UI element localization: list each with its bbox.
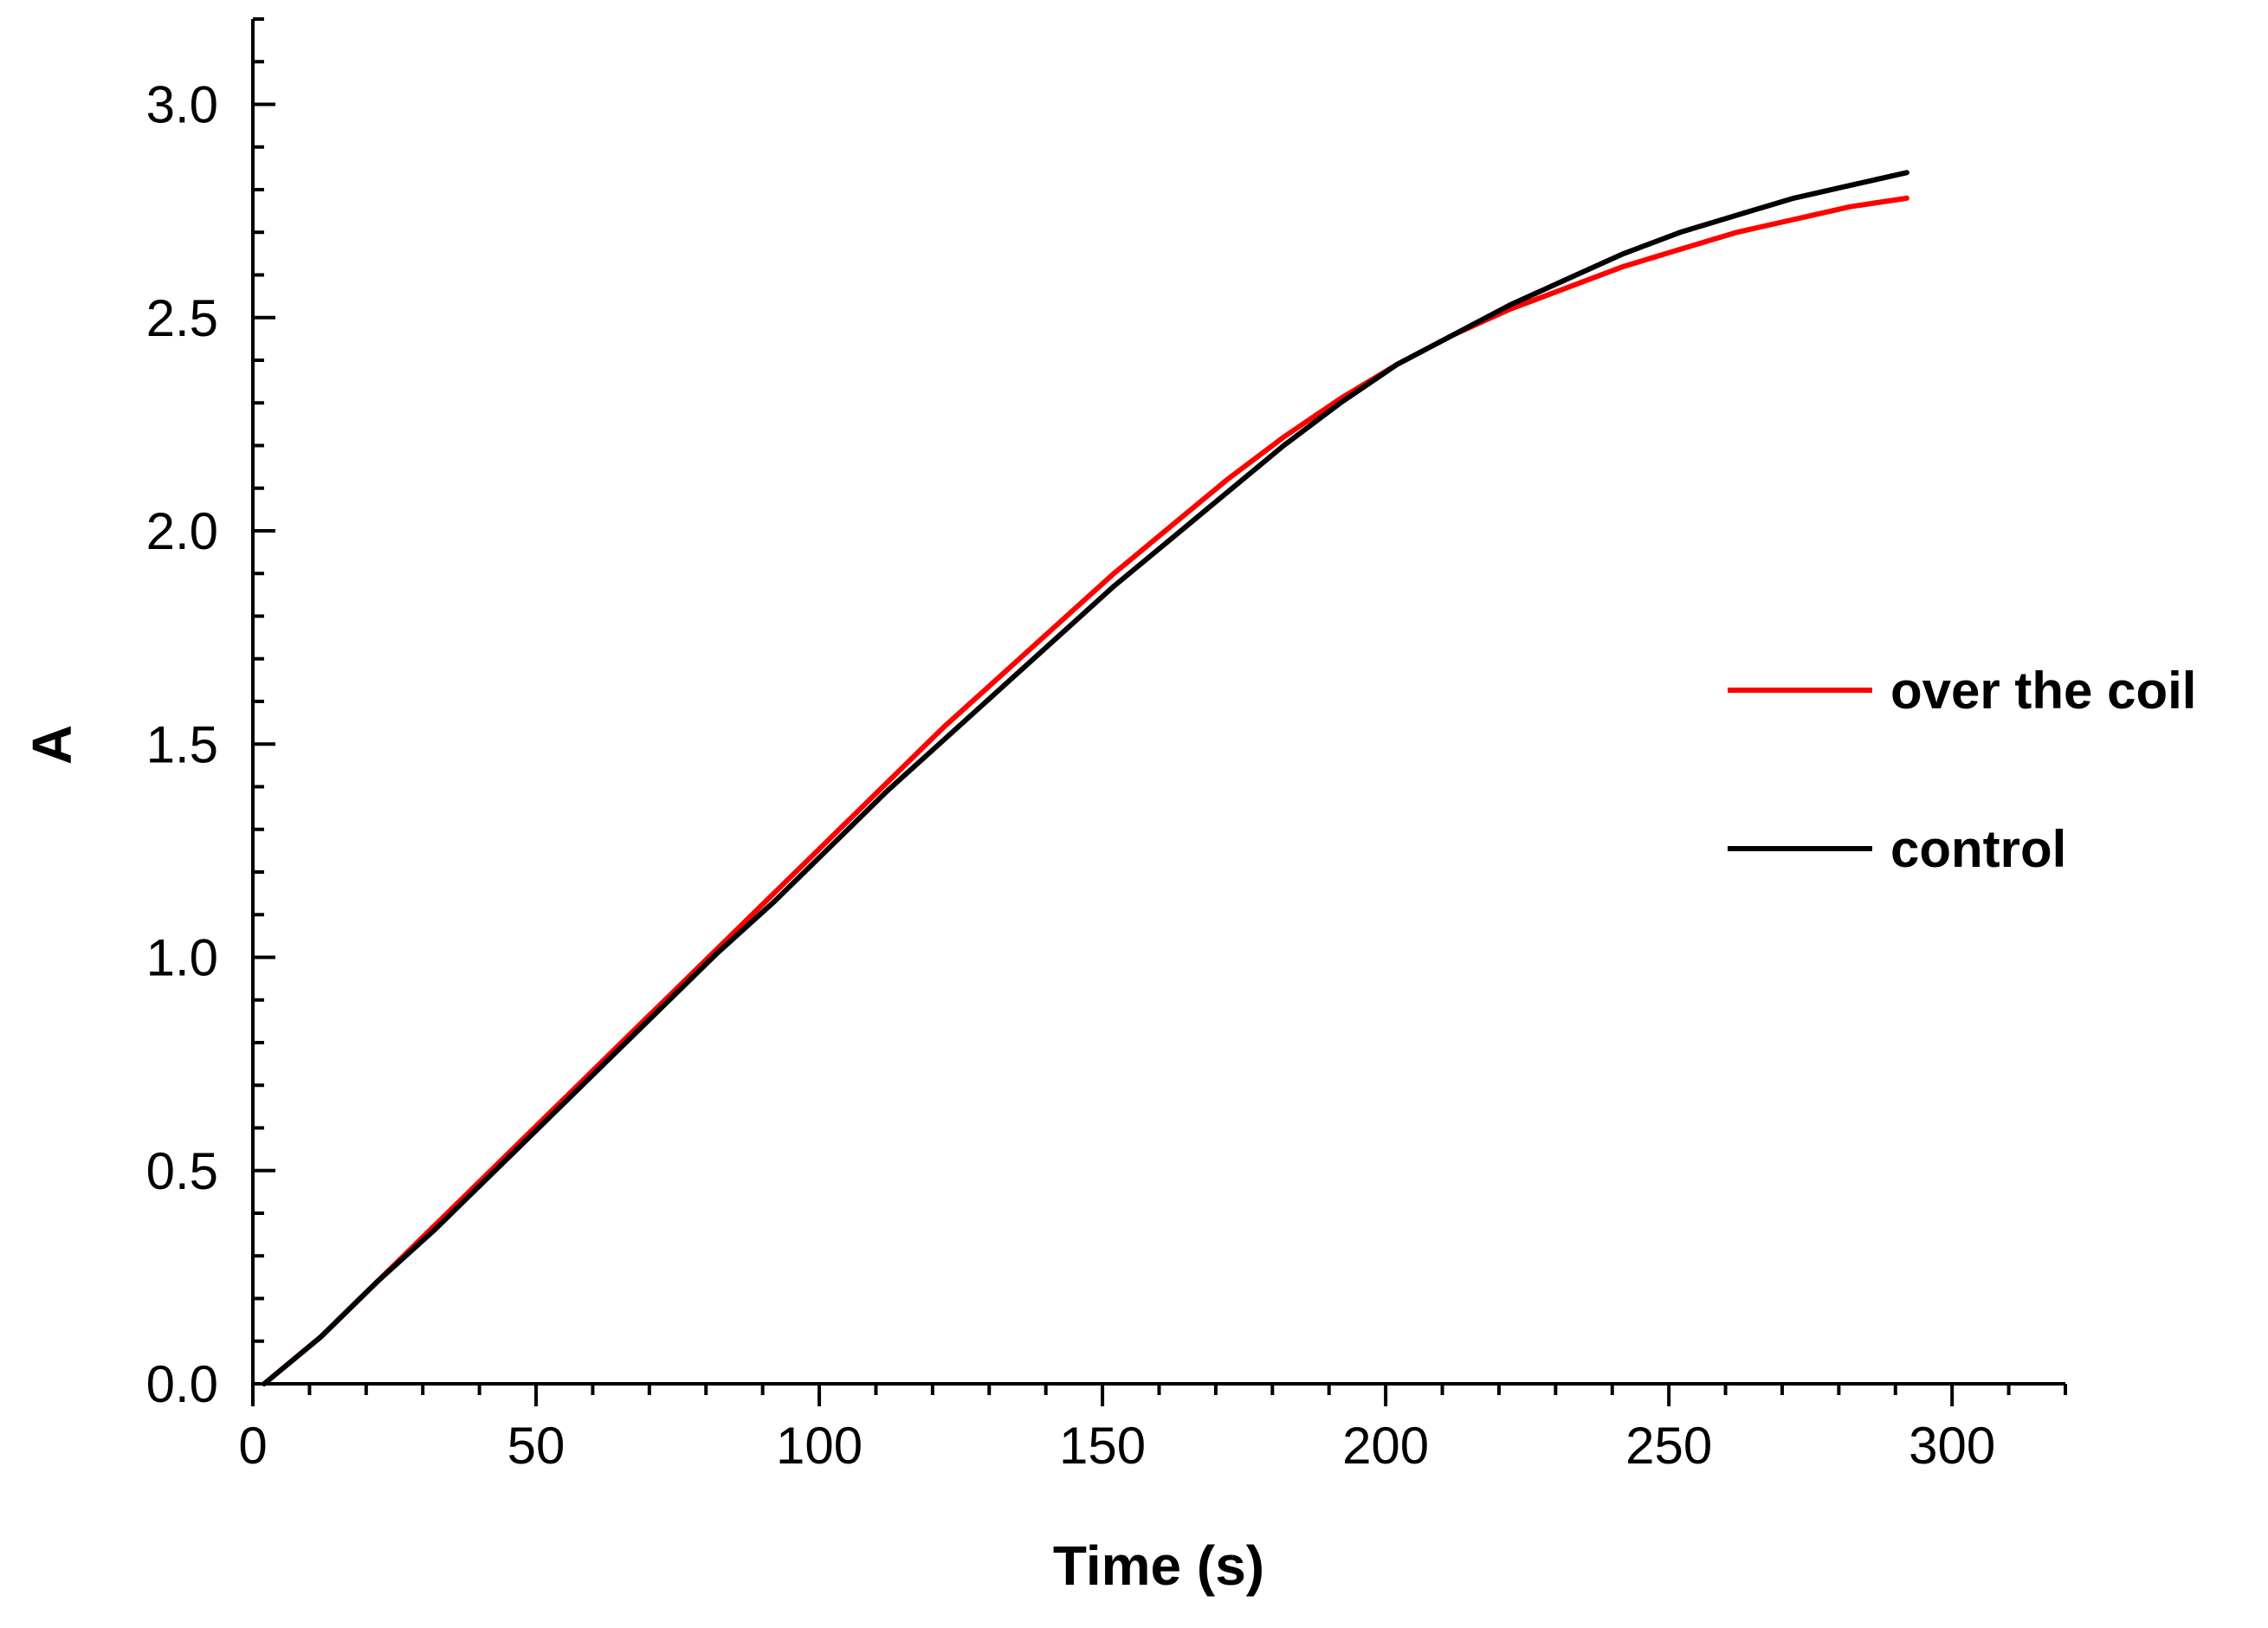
x-tick-label: 0	[238, 1417, 267, 1475]
y-tick-label: 3.0	[146, 76, 218, 134]
x-tick-label: 250	[1625, 1417, 1712, 1475]
x-tick-label: 100	[776, 1417, 863, 1475]
series-line-over-the-coil	[262, 195, 1909, 1386]
y-axis: 0.0 0.5 1.0 1.5 2.0 2.5 3.0	[146, 17, 275, 1413]
y-tick-label: 2.5	[146, 289, 218, 347]
y-axis-title: A	[21, 725, 83, 765]
y-tick-label: 1.0	[146, 929, 218, 987]
legend-label-control: control	[1890, 820, 2066, 878]
legend-label-over-the-coil: over the coil	[1890, 662, 2196, 720]
x-axis: 0 50 100 150 200 250 300	[238, 1382, 2067, 1475]
series-layer	[262, 170, 1909, 1386]
x-tick-label: 150	[1059, 1417, 1146, 1475]
y-tick-label: 0.5	[146, 1142, 218, 1200]
x-tick-label: 300	[1909, 1417, 1995, 1475]
x-tick-label: 200	[1342, 1417, 1429, 1475]
y-tick-label: 2.0	[146, 502, 218, 560]
series-line-control	[262, 170, 1909, 1386]
legend: over the coil control	[1728, 662, 2196, 878]
x-axis-title: Time (s)	[1053, 1534, 1264, 1597]
y-tick-label: 0.0	[146, 1355, 218, 1413]
x-tick-label: 50	[507, 1417, 565, 1475]
y-tick-label: 1.5	[146, 715, 218, 773]
